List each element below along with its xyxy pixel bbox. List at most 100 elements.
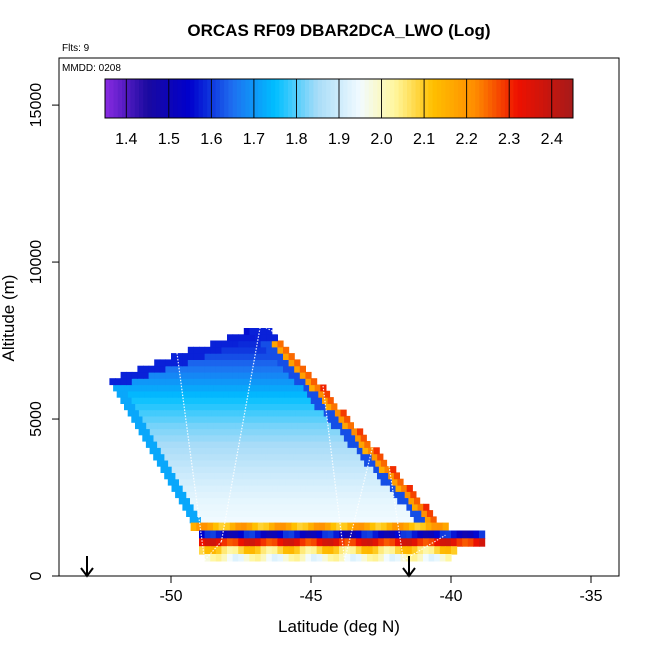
y-tick-label: 10000 xyxy=(28,240,45,285)
heatmap-cell xyxy=(411,538,418,547)
heatmap-cell xyxy=(351,428,358,436)
heatmap-cell xyxy=(308,422,315,430)
heatmap-cell xyxy=(339,466,346,473)
flight-track-segment xyxy=(403,534,446,561)
heatmap-cell xyxy=(358,497,365,505)
heatmap-cell xyxy=(294,485,301,492)
heatmap-cell xyxy=(473,538,480,547)
heatmap-cell xyxy=(340,516,348,524)
heatmap-cell xyxy=(198,434,205,442)
heatmap-cell xyxy=(223,497,230,505)
heatmap-cell xyxy=(155,390,163,398)
heatmap-cell xyxy=(395,503,402,511)
heatmap-cell xyxy=(378,485,385,492)
heatmap-cell xyxy=(322,546,329,555)
heatmap-cell xyxy=(164,415,172,423)
heatmap-cell xyxy=(430,516,437,524)
heatmap-cell xyxy=(226,453,233,461)
colorbar-segment xyxy=(568,79,574,118)
heatmap-cell xyxy=(307,516,314,524)
heatmap-cell xyxy=(256,409,263,417)
colorbar-segment xyxy=(560,79,565,118)
heatmap-cell xyxy=(285,522,292,531)
heatmap-cell xyxy=(271,538,278,547)
heatmap-cell xyxy=(266,365,273,373)
heatmap-cell xyxy=(260,554,267,562)
heatmap-cell xyxy=(243,353,250,360)
heatmap-cell xyxy=(273,516,280,524)
heatmap-cell xyxy=(237,415,244,423)
heatmap-cell xyxy=(294,530,301,539)
heatmap-cell xyxy=(349,453,356,461)
heatmap-cell xyxy=(314,422,321,430)
heatmap-cell xyxy=(266,538,273,547)
heatmap-cell xyxy=(321,472,328,480)
heatmap-cell xyxy=(316,530,323,539)
heatmap-cell xyxy=(402,516,409,524)
heatmap-cell xyxy=(400,538,407,547)
heatmap-cell xyxy=(424,516,432,524)
heatmap-cell xyxy=(245,390,252,398)
heatmap-cell xyxy=(199,466,206,473)
heatmap-cell xyxy=(228,390,235,398)
heatmap-cell xyxy=(309,491,316,499)
heatmap-cell xyxy=(249,397,256,404)
heatmap-cell xyxy=(331,422,338,430)
heatmap-cell xyxy=(367,530,374,539)
heatmap-cell xyxy=(127,409,134,417)
heatmap-cell xyxy=(302,459,309,467)
heatmap-cell xyxy=(234,390,241,398)
heatmap-cell xyxy=(361,546,368,555)
heatmap-cell xyxy=(226,415,233,423)
heatmap-cell xyxy=(200,516,208,524)
heatmap-cell xyxy=(327,546,334,555)
heatmap-cell xyxy=(332,453,339,461)
heatmap-cell xyxy=(451,546,458,555)
colorbar-segment xyxy=(300,79,306,118)
heatmap-cell xyxy=(401,485,408,492)
heatmap-cell xyxy=(275,491,283,499)
heatmap-cell xyxy=(339,503,346,511)
heatmap-cell xyxy=(322,466,330,473)
heatmap-cell xyxy=(199,538,206,547)
heatmap-cell xyxy=(218,497,225,505)
heatmap-cell xyxy=(199,353,206,360)
heatmap-cell xyxy=(323,390,331,398)
colorbar-segment xyxy=(177,79,183,118)
heatmap-cell xyxy=(282,434,289,442)
heatmap-cell xyxy=(210,503,217,511)
heatmap-cell xyxy=(251,390,258,398)
heatmap-cell xyxy=(389,503,396,511)
heatmap-cell xyxy=(344,538,351,547)
heatmap-cell xyxy=(252,522,259,531)
heatmap-cell xyxy=(350,538,357,547)
colorbar-segment xyxy=(270,79,276,118)
heatmap-cell xyxy=(288,530,295,539)
heatmap-cell xyxy=(259,434,267,442)
heatmap-cell xyxy=(171,466,178,473)
heatmap-cell xyxy=(303,510,310,517)
heatmap-cell xyxy=(221,554,228,562)
heatmap-cell xyxy=(330,459,337,467)
heatmap-cell xyxy=(445,530,452,539)
heatmap-cell xyxy=(191,491,199,499)
heatmap-cell xyxy=(243,397,250,404)
heatmap-cell xyxy=(241,522,248,531)
heatmap-cell xyxy=(339,538,346,547)
heatmap-cell xyxy=(354,453,361,461)
heatmap-cell xyxy=(365,510,372,517)
heatmap-cell xyxy=(378,503,385,511)
heatmap-cell xyxy=(159,415,166,423)
flight-track xyxy=(176,324,446,561)
heatmap-cell xyxy=(378,546,385,555)
heatmap-cell xyxy=(126,371,133,379)
heatmap-cell xyxy=(409,522,416,531)
heatmap-cell xyxy=(223,390,230,398)
heatmap-cell xyxy=(283,353,290,360)
heatmap-cell xyxy=(304,453,311,461)
heatmap-cell xyxy=(274,441,281,448)
heatmap-cell xyxy=(257,459,264,467)
heatmap-cell xyxy=(423,503,430,511)
heatmap-cell xyxy=(421,510,428,517)
heatmap-cell xyxy=(320,491,327,499)
